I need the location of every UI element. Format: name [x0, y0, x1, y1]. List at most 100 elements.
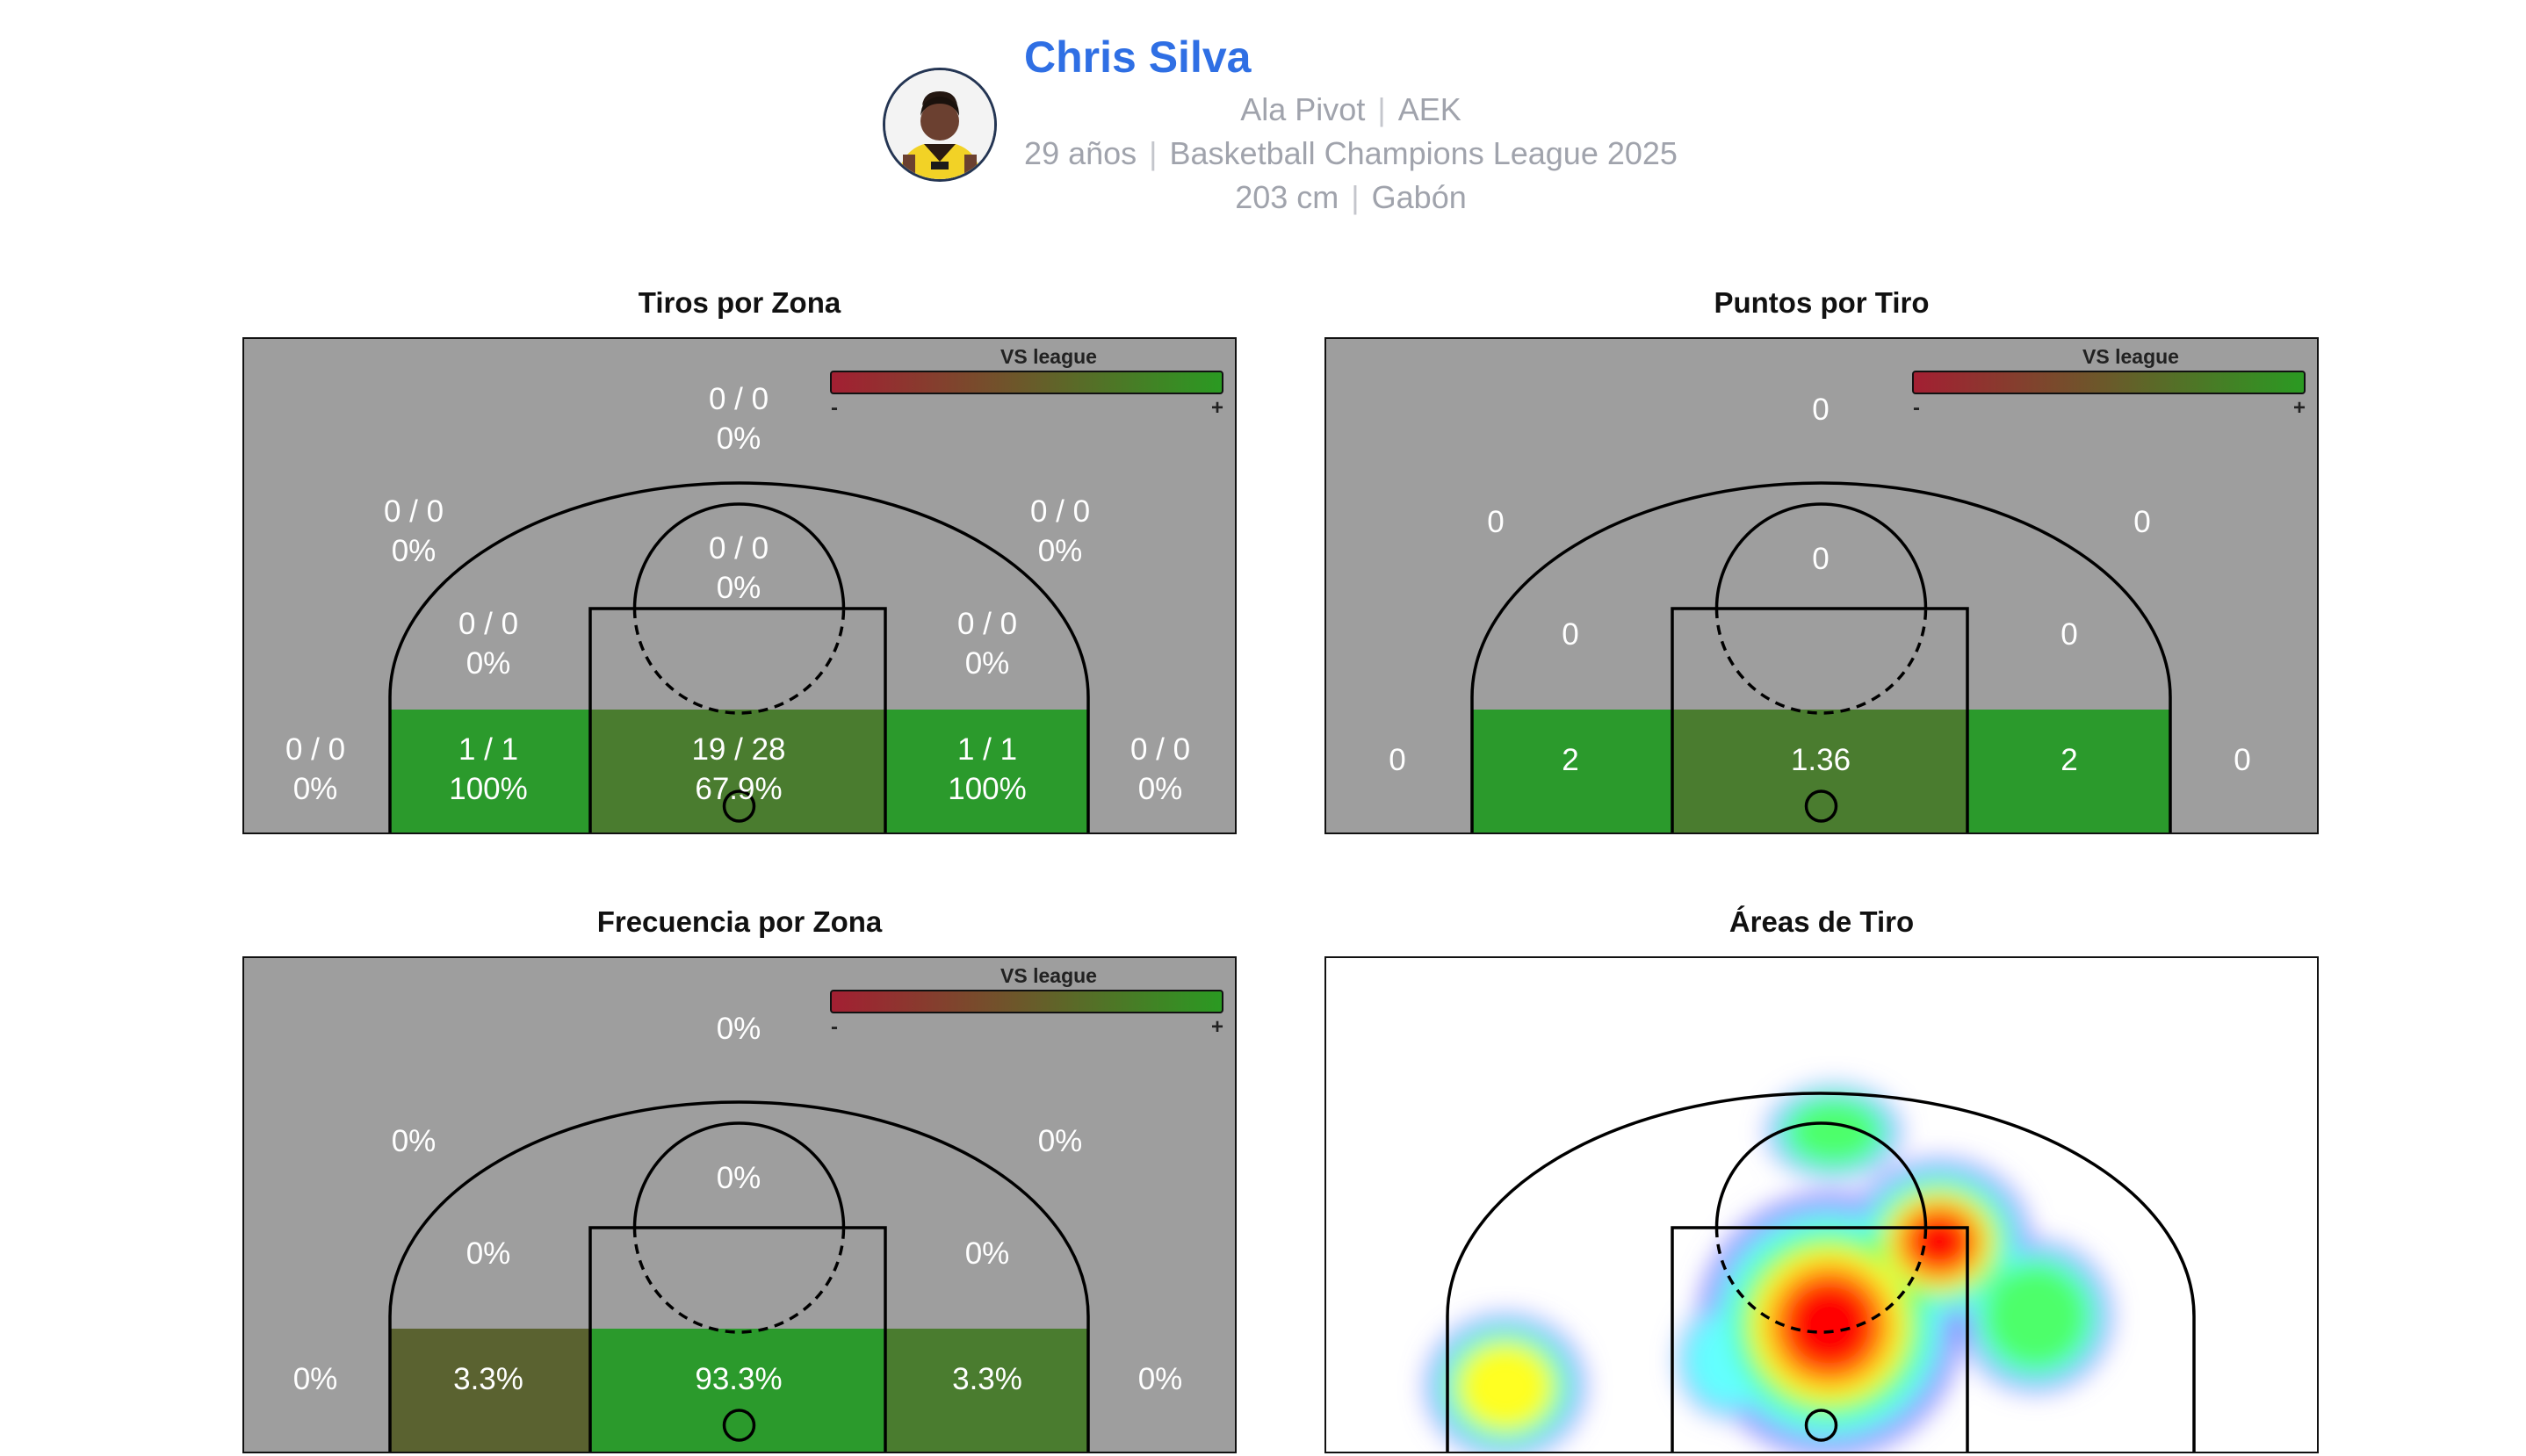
legend-gradient-bar [830, 990, 1223, 1013]
paint-lines [588, 607, 887, 834]
legend-minus: - [831, 1015, 838, 1039]
free-throw-arc-top [1714, 1121, 1928, 1229]
player-height: 203 cm [1235, 179, 1339, 215]
player-name: Chris Silva [1024, 32, 1252, 82]
vs-league-legend: VS league - + [830, 964, 1223, 1039]
legend-title: VS league [2082, 345, 2179, 368]
legend-gradient-bar [830, 371, 1223, 394]
player-photo-icon [885, 70, 994, 179]
separator: | [1377, 91, 1386, 127]
zone-label-mid-left: 0 / 0 0% [458, 607, 518, 681]
frecuencia-por-zona-chart: VS league - +0% 0% 0% 0% 0% 0% 0% 3.3% 93.3% 3.3% 0% [242, 956, 1237, 1453]
zone-label-mid-right: 0 / 0 0% [957, 607, 1017, 681]
chart-border [242, 337, 1237, 834]
zone-label-corner-three-left: 0 [1389, 743, 1405, 777]
player-team: AEK [1397, 91, 1461, 127]
player-country: Gabón [1371, 179, 1467, 215]
three-point-line [388, 1100, 1090, 1453]
zone-label-baseline-right: 1 / 1 100% [948, 732, 1027, 806]
panel-title-puntos: Puntos por Tiro [1714, 286, 1930, 319]
player-age: 29 años [1024, 135, 1137, 171]
court-lines [388, 481, 1090, 834]
three-point-line [388, 481, 1090, 834]
legend-title: VS league [1000, 345, 1097, 368]
legend-plus: + [2293, 396, 2306, 420]
panel-title-frecuencia: Frecuencia por Zona [596, 905, 883, 938]
zone-label-baseline-left: 3.3% [453, 1362, 523, 1396]
zone-label-deep-three: 0 / 0 0% [709, 382, 769, 456]
zone-label-corner-three-right: 0% [1138, 1362, 1183, 1396]
zone-label-mid-left: 0% [466, 1236, 511, 1271]
three-point-line [1446, 1092, 2196, 1453]
court-lines [388, 1100, 1090, 1453]
separator: | [1149, 135, 1158, 171]
legend-minus: - [831, 396, 838, 420]
zone-label-three-right-wing: 0 [2133, 505, 2150, 539]
player-age-competition: 29 años | Basketball Champions League 2025 [1024, 135, 1678, 172]
areas-de-tiro-chart [1324, 956, 2319, 1453]
three-point-line [1470, 481, 2172, 834]
zone-label-mid-right: 0% [965, 1236, 1010, 1271]
zone-label-three-left-wing: 0% [392, 1124, 437, 1158]
density-map [1425, 1085, 2111, 1453]
free-throw-arc-top [632, 1121, 846, 1229]
density-blob-left-corner-three [1457, 1343, 1554, 1431]
free-throw-arc-top [1714, 502, 1928, 609]
zone-label-mid-left: 0 [1562, 617, 1578, 652]
zone-fill-paint [1672, 710, 1967, 834]
density-blob-right-short-corner [1981, 1262, 2090, 1371]
zone-fill-baseline-right [1967, 710, 2170, 834]
zone-fill-paint [590, 710, 885, 834]
zone-label-mid-top: 0% [717, 1161, 761, 1195]
rim-icon [1804, 1409, 1838, 1442]
panel-title-areas: Áreas de Tiro [1729, 905, 1915, 938]
rim-icon [722, 1409, 756, 1442]
chart-border [1324, 956, 2319, 1453]
tiros-por-zona-chart: VS league- +0 / 0 0%0 / 0 0%0 / 0 0%0 / 0 0%0… [242, 337, 1237, 834]
panel-title-tiros: Tiros por Zona [638, 286, 841, 319]
density-blob-paint-right-elbow [1906, 1212, 1973, 1272]
zone-label-paint: 19 / 28 67.9% [691, 732, 785, 806]
zone-label-corner-three-right: 0 / 0 0% [1130, 732, 1190, 806]
vs-league-legend: VS league - + [1912, 345, 2306, 420]
rim-icon [722, 789, 756, 823]
zone-label-paint: 93.3% [695, 1362, 782, 1396]
legend-plus: + [1211, 396, 1223, 420]
chart-border [1324, 337, 2319, 834]
zone-label-baseline-right: 2 [2060, 743, 2077, 777]
zone-label-deep-three: 0% [717, 1012, 761, 1046]
player-avatar [883, 68, 997, 182]
zone-label-corner-three-left: 0 / 0 0% [285, 732, 345, 806]
density-blob-paint-core [1782, 1278, 1877, 1373]
free-throw-arc-top [632, 502, 846, 609]
zone-label-paint: 1.36 [1791, 743, 1851, 777]
separator: | [1351, 179, 1360, 215]
vs-league-legend: VS league - + [830, 345, 1223, 420]
zone-fill-paint [590, 1329, 885, 1453]
zone-label-three-right-wing: 0 / 0 0% [1030, 494, 1090, 568]
zone-fill-baseline-right [885, 1329, 1088, 1453]
legend-minus: - [1913, 396, 1920, 420]
zone-label-mid-top: 0 [1812, 542, 1829, 576]
zone-label-baseline-left: 1 / 1 100% [449, 732, 528, 806]
zone-label-mid-top: 0 / 0 0% [709, 531, 769, 605]
paint-lines [1671, 607, 1969, 834]
player-competition: Basketball Champions League 2025 [1169, 135, 1678, 171]
zone-label-corner-three-right: 0 [2234, 743, 2250, 777]
zone-label-baseline-right: 3.3% [952, 1362, 1022, 1396]
court-lines [1470, 481, 2172, 834]
chart-border [242, 956, 1237, 1453]
court-lines [1446, 1092, 2196, 1453]
zone-fill-baseline-left [390, 710, 590, 834]
zone-fill-baseline-right [885, 710, 1088, 834]
player-height-country: 203 cm | Gabón [1024, 179, 1678, 216]
legend-gradient-bar [1912, 371, 2306, 394]
zone-fill-baseline-left [390, 1329, 590, 1453]
legend-plus: + [1211, 1015, 1223, 1039]
zone-label-three-right-wing: 0% [1038, 1124, 1083, 1158]
legend-title: VS league [1000, 964, 1097, 987]
player-header: Chris Silva Ala Pivot | AEK 29 años | Basket… [0, 0, 2526, 228]
paint-lines [588, 1226, 887, 1453]
zone-label-mid-right: 0 [2060, 617, 2077, 652]
zone-label-three-left-wing: 0 [1487, 505, 1504, 539]
